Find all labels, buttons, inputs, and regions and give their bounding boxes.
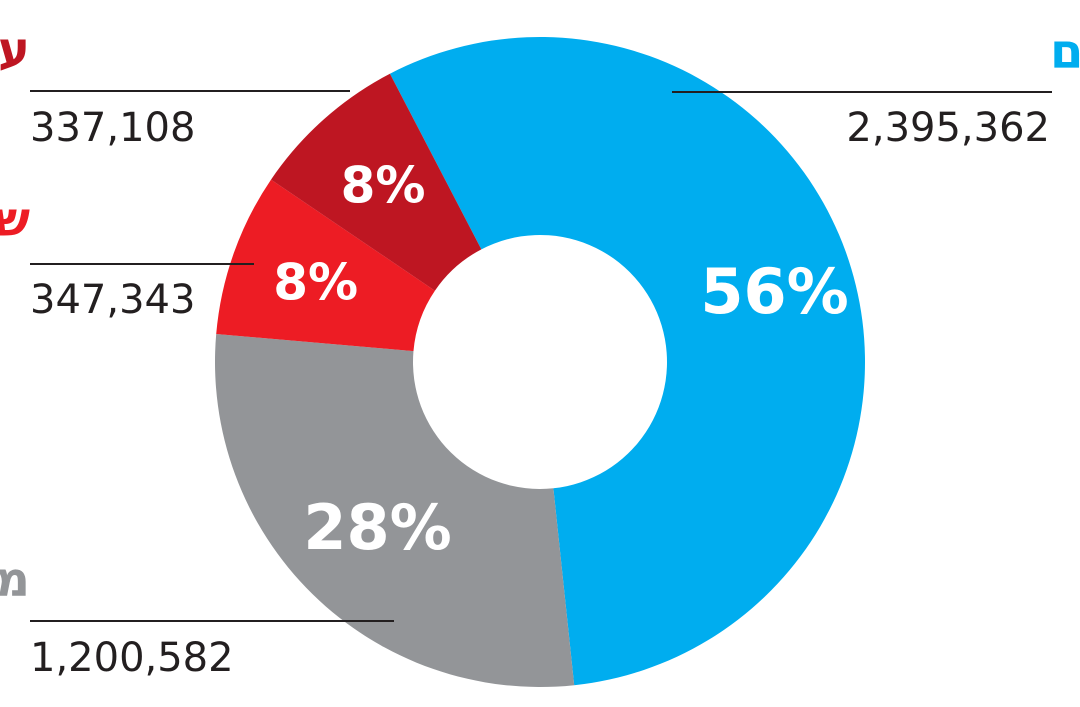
label-leader-lines [30, 90, 1052, 622]
category-value-arabs: 337,108 [30, 105, 195, 151]
category-name-right-haredim: ימין-חרדים [1050, 24, 1080, 80]
slice-arabs [271, 73, 482, 291]
category-value-center: 1,200,582 [30, 635, 234, 681]
percent-label-left: 8% [273, 253, 358, 311]
percent-labels: 56% 28% 8% 8% [273, 157, 849, 564]
slice-left [216, 179, 435, 352]
percent-label-right-haredim: 56% [700, 255, 848, 328]
category-value-right-haredim: 2,395,362 [846, 105, 1050, 151]
category-name-center: מרכז [0, 552, 30, 608]
category-name-arabs: ערבים [0, 22, 30, 78]
category-value-left: 347,343 [30, 277, 195, 323]
donut-slices [214, 37, 865, 687]
percent-label-arabs: 8% [341, 157, 426, 215]
slice-right-haredim [389, 37, 865, 686]
percent-label-center: 28% [303, 491, 451, 564]
category-labels: ימין-חרדים2,395,362 מרכז1,200,582 שמאל347,… [0, 22, 1080, 681]
category-name-left: שמאל [0, 192, 30, 248]
slice-center [214, 334, 575, 687]
